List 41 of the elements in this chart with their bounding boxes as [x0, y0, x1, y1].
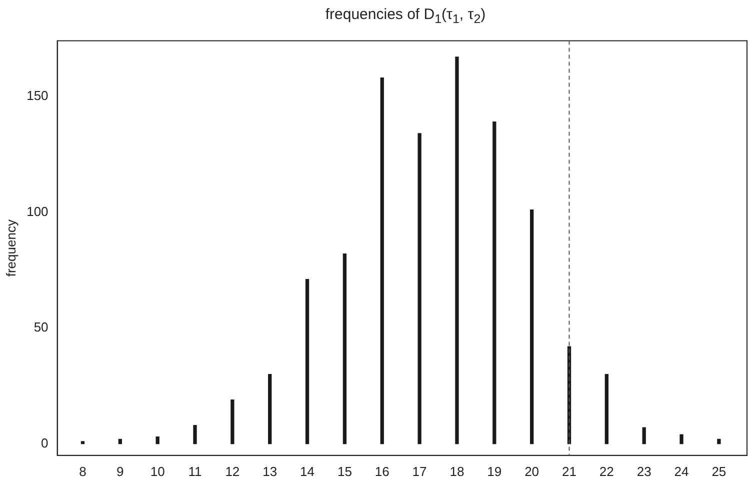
- x-tick-label: 19: [487, 464, 502, 479]
- x-tick-label: 13: [262, 464, 278, 479]
- x-tick-label: 16: [374, 464, 390, 479]
- x-tick-label: 25: [712, 464, 726, 479]
- bar: [530, 210, 534, 444]
- y-tick-label: 100: [26, 204, 48, 219]
- bar: [268, 374, 272, 444]
- x-tick-label: 14: [300, 464, 315, 479]
- x-tick-label: 22: [599, 464, 614, 479]
- bar: [604, 374, 608, 444]
- bar: [80, 441, 85, 444]
- bar: [418, 133, 422, 444]
- x-tick-label: 18: [450, 464, 464, 479]
- y-axis-title: frequency: [3, 219, 18, 277]
- x-tick-label: 23: [636, 464, 652, 479]
- bar: [230, 399, 234, 444]
- bar: [680, 434, 684, 444]
- bar: [380, 78, 384, 444]
- x-tick-label: 21: [562, 464, 576, 479]
- x-tick-label: 10: [150, 464, 165, 479]
- y-tick-label: 0: [41, 435, 48, 450]
- bar: [717, 438, 721, 444]
- bar: [455, 56, 459, 444]
- bar: [342, 254, 347, 444]
- bar: [156, 436, 160, 444]
- x-tick-label: 12: [225, 464, 240, 479]
- x-tick-label: 9: [116, 464, 124, 479]
- x-tick-label: 24: [674, 464, 689, 479]
- x-tick-label: 11: [188, 464, 202, 479]
- x-tick-label: 17: [412, 464, 427, 479]
- chart-title: frequencies of D$_{1}$(τ$_{1}$, τ$_{2}$): [324, 5, 487, 28]
- bar: [492, 122, 496, 444]
- bar: [642, 427, 646, 444]
- y-tick-label: 150: [26, 88, 48, 103]
- bar: [305, 279, 310, 444]
- bar: [118, 438, 122, 444]
- x-tick-label: 8: [79, 464, 86, 479]
- x-tick-label: 20: [524, 464, 540, 479]
- bar: [193, 424, 197, 444]
- x-tick-label: 15: [337, 464, 352, 479]
- y-tick-label: 50: [34, 320, 48, 335]
